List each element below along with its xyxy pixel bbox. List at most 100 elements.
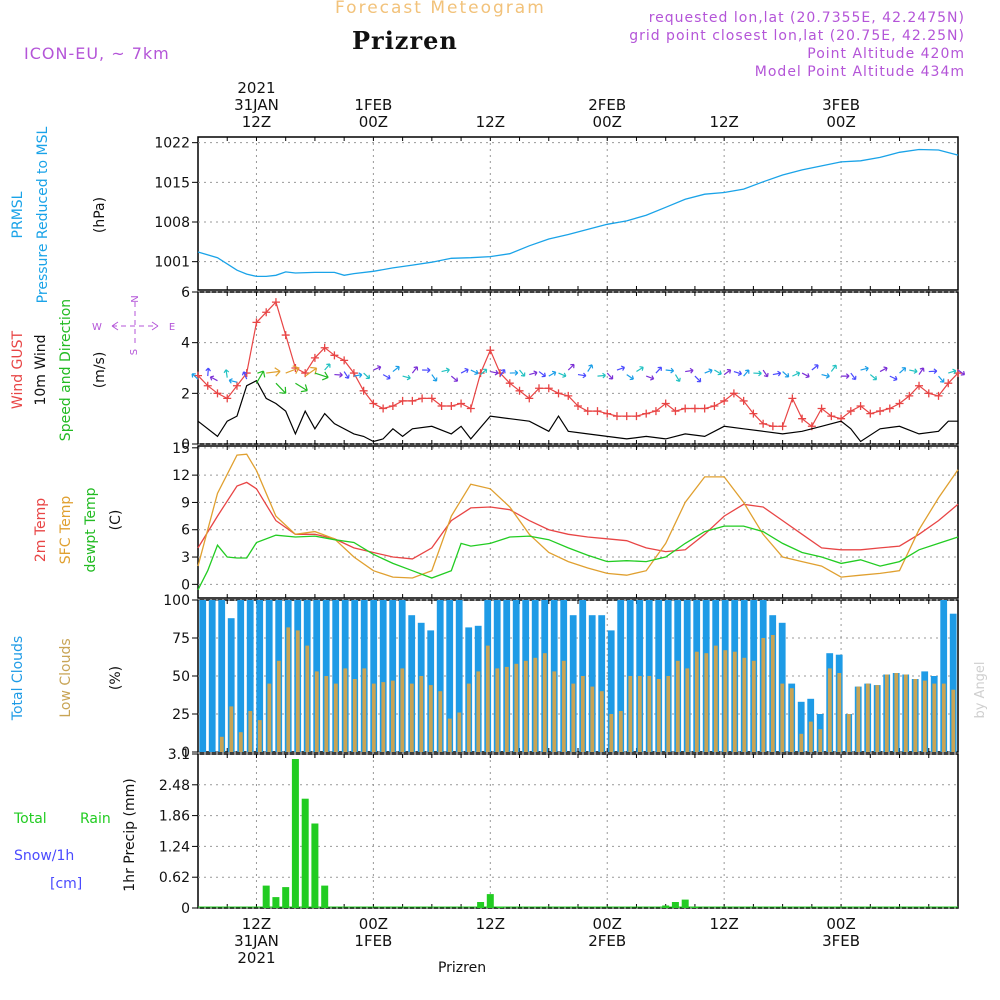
time-label-bottom: 2FEB [588,932,626,950]
y-tick-label: 1022 [154,136,190,152]
low-cloud-bar [428,685,433,752]
wind-direction-arrow [295,382,308,393]
low-cloud-bar [656,679,661,752]
wind-gust-marker [271,298,280,307]
rain-bar [477,902,485,908]
y-tick-label: 1015 [154,175,190,191]
time-label-top: 12Z [476,113,505,131]
low-cloud-bar [419,676,424,752]
wind-direction-arrow [382,374,391,380]
location-title: Prizren [352,26,458,55]
wind-gust-marker [262,308,271,317]
wind-direction-arrow [538,371,546,378]
wind-direction-arrow [266,367,281,377]
wind-gust-marker [944,379,953,388]
total-cloud-bar [199,600,207,752]
time-label-top: 2FEB [588,96,626,114]
wind-direction-arrow [655,366,662,374]
wind-gust-marker [622,412,631,421]
wind-direction-arrow [811,364,819,371]
wind-gust-marker [515,386,524,395]
compass-arrow-w [111,321,119,331]
total-cloud-bar [455,600,463,752]
low-cloud-bar [599,691,604,752]
low-cloud-bar [514,663,519,752]
low-cloud-bar [590,686,595,752]
wind-direction-arrow [314,371,329,381]
wind-direction-arrow [665,367,675,374]
y-tick-label: 0 [181,437,190,453]
low-cloud-bar [476,671,481,752]
y-tick-label: 2 [181,386,190,402]
wind-gust-marker [778,422,787,431]
low-cloud-bar [894,673,899,752]
wind-direction-arrow [957,369,966,376]
wind-direction-arrow [772,370,782,377]
wind-gust-marker [388,402,397,410]
low-cloud-bar [324,676,329,752]
rain-bar [282,887,290,908]
low-cloud-bar [504,666,509,752]
wind-gust-marker [408,396,417,405]
low-cloud-bar [343,668,348,752]
wind-gust-marker [418,394,427,403]
y-tick-label: 3 [181,550,190,566]
wind-direction-arrow [470,369,479,375]
wind-gust-marker [554,389,563,398]
wind-gust-marker [457,399,466,408]
wind-gust-marker [885,404,894,413]
total-label: Total [13,811,47,827]
wind-direction-arrow [392,365,400,373]
wind-direction-arrow [191,373,199,380]
low-cloud-bar [561,660,566,752]
wind-gust-marker [359,386,368,395]
wind-direction-arrow [918,367,925,375]
time-label-bottom: 12Z [476,915,505,933]
total-cloud-bar [265,600,273,752]
wind-gust-marker [535,384,544,393]
prmsl-unit-label: (hPa) [92,197,108,233]
wind-direction-arrow [685,367,694,374]
wind-direction-arrow [509,370,519,376]
low-cloud-bar [818,729,823,752]
wind-direction-arrow [860,365,869,372]
wind-gust-marker [320,343,329,352]
wind-direction-arrow [841,373,850,379]
wind-direction-arrow [431,374,438,382]
snow-unit-label: [cm] [50,876,82,892]
wind-direction-arrow [558,372,567,378]
wind-gust-marker [330,351,339,360]
wind-10m-line [197,379,958,443]
wind-direction-arrow [636,366,644,373]
rain-bar [301,798,309,908]
low-cloud-bar [856,686,861,752]
wind-direction-arrow [694,375,702,383]
wind-gust-marker [856,402,865,410]
low-cloud-bar [580,676,585,752]
total-cloud-bar [227,618,235,752]
wind-direction-arrow [460,367,469,374]
low-cloud-bar [485,645,490,752]
time-label-bottom: 00Z [826,915,855,933]
wind-gust-marker [934,391,943,400]
wind-gust-marker [798,414,807,423]
wind-gust-marker [700,404,709,413]
wind-direction-arrow [782,371,790,378]
low-cloud-bar [523,660,528,752]
low-cloud-bar [951,689,956,752]
wind-direction-arrow [830,364,837,372]
low-cloud-bar [837,673,842,752]
total-cloud-bar [389,600,397,752]
total-cloud-bar [379,600,387,752]
low-cloud-bar [723,650,728,752]
clouds-unit-label: (%) [108,666,124,690]
low-cloud-bar [628,676,633,752]
low-cloud-bar [552,671,557,752]
low-cloud-bar [248,711,253,752]
temp-dewpt-label: dewpt Temp [83,487,99,572]
low-cloud-bar [286,627,291,752]
low-cloud-bar [685,668,690,752]
wind-direction-arrow [616,365,626,371]
total-cloud-bar [607,630,615,752]
